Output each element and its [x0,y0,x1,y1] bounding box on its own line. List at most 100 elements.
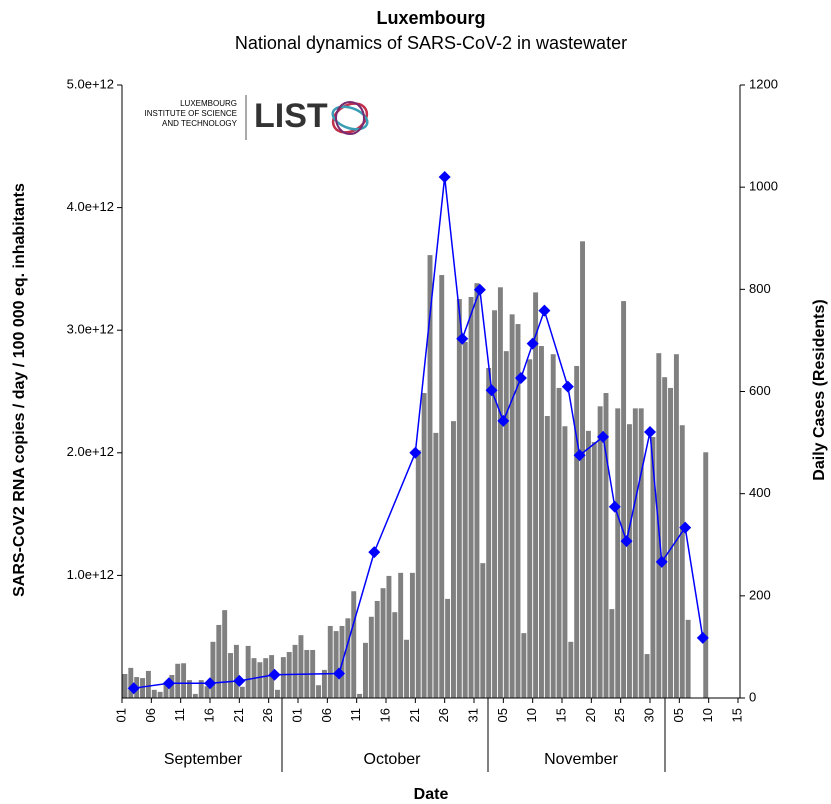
bar [527,359,533,698]
marker [620,535,633,548]
bar [497,287,503,698]
bar [151,689,157,698]
x-tick-label: 06 [143,708,158,722]
bar [427,255,433,699]
bar [321,669,327,698]
y2-tick-label: 0 [749,689,756,704]
y2-tick-label: 1200 [749,76,778,91]
logo: LUXEMBOURG INSTITUTE OF SCIENCE AND TECH… [145,95,369,140]
marker [573,449,586,462]
bar [404,639,409,698]
bar [280,657,286,698]
bar [509,314,515,698]
bar [644,654,650,698]
bar [368,616,374,698]
bar [539,346,544,698]
x-axis-label: Date [414,786,449,803]
bar [638,408,644,698]
bar [140,678,145,698]
bar [421,393,427,698]
y-axis-label: SARS-CoV2 RNA copies / day / 100 000 eq.… [11,183,28,597]
marker [514,372,527,385]
month-label: September [164,751,243,768]
marker [696,631,709,644]
bar [703,452,709,698]
bar [486,368,492,698]
bar [363,642,368,698]
marker [456,332,469,345]
marker [162,677,175,690]
bar [380,588,386,698]
bar [292,644,298,698]
bar [668,387,673,698]
marker [497,414,510,427]
bar [580,241,585,698]
bar [474,283,480,698]
bar [245,645,251,698]
bar [492,310,497,698]
y2-tick-label: 600 [749,383,771,398]
marker [655,555,668,568]
marker [409,446,422,459]
x-tick-label: 26 [260,708,275,722]
logo-text: AND TECHNOLOGY [162,119,238,128]
bar [374,600,380,698]
marker [438,170,451,183]
y-tick-label: 2.0e+12 [67,444,114,459]
x-tick-label: 15 [729,708,744,722]
bar [222,610,228,698]
bar [157,691,163,698]
marker [597,430,610,443]
marker [561,380,574,393]
bar [357,693,363,698]
bar [627,424,632,698]
x-tick-label: 15 [553,708,568,722]
bar [451,421,456,698]
x-tick-label: 01 [289,708,304,722]
marker [368,546,381,559]
y-tick-label: 4.0e+12 [67,199,114,214]
marker [538,304,551,317]
bar [456,299,462,698]
bar [503,351,509,698]
bar [550,354,556,698]
bar [351,591,357,698]
x-tick-label: 26 [436,708,451,722]
bar [175,663,181,698]
y2-tick-label: 800 [749,281,771,296]
bar [228,653,233,698]
bar [192,693,198,698]
logo-mark: LIST [254,97,328,135]
x-tick-label: 05 [495,708,510,722]
bar [409,572,415,698]
month-label: October [364,751,422,768]
bar [544,416,550,698]
bar [298,635,304,698]
bar [591,442,597,698]
logo-text: INSTITUTE OF SCIENCE [145,109,237,118]
x-tick-label: 21 [407,708,422,722]
x-tick-label: 20 [583,708,598,722]
marker [268,668,281,681]
bar [275,689,280,698]
marker [233,674,246,687]
bar [650,436,656,698]
bar [574,365,580,698]
bar [257,662,263,698]
bar [445,598,451,698]
bar [468,296,474,698]
bar [198,680,204,698]
bar [597,406,603,698]
x-tick-label: 10 [700,708,715,722]
bar [345,618,351,698]
bar [603,393,609,698]
bar [181,663,187,698]
x-tick-label: 05 [671,708,686,722]
x-tick-label: 16 [377,708,392,722]
x-tick-label: 01 [113,708,128,722]
bar [128,667,134,698]
y2-axis-label: Daily Cases (Residents) [811,299,828,480]
y2-tick-label: 400 [749,485,771,500]
logo-ring [331,105,369,131]
